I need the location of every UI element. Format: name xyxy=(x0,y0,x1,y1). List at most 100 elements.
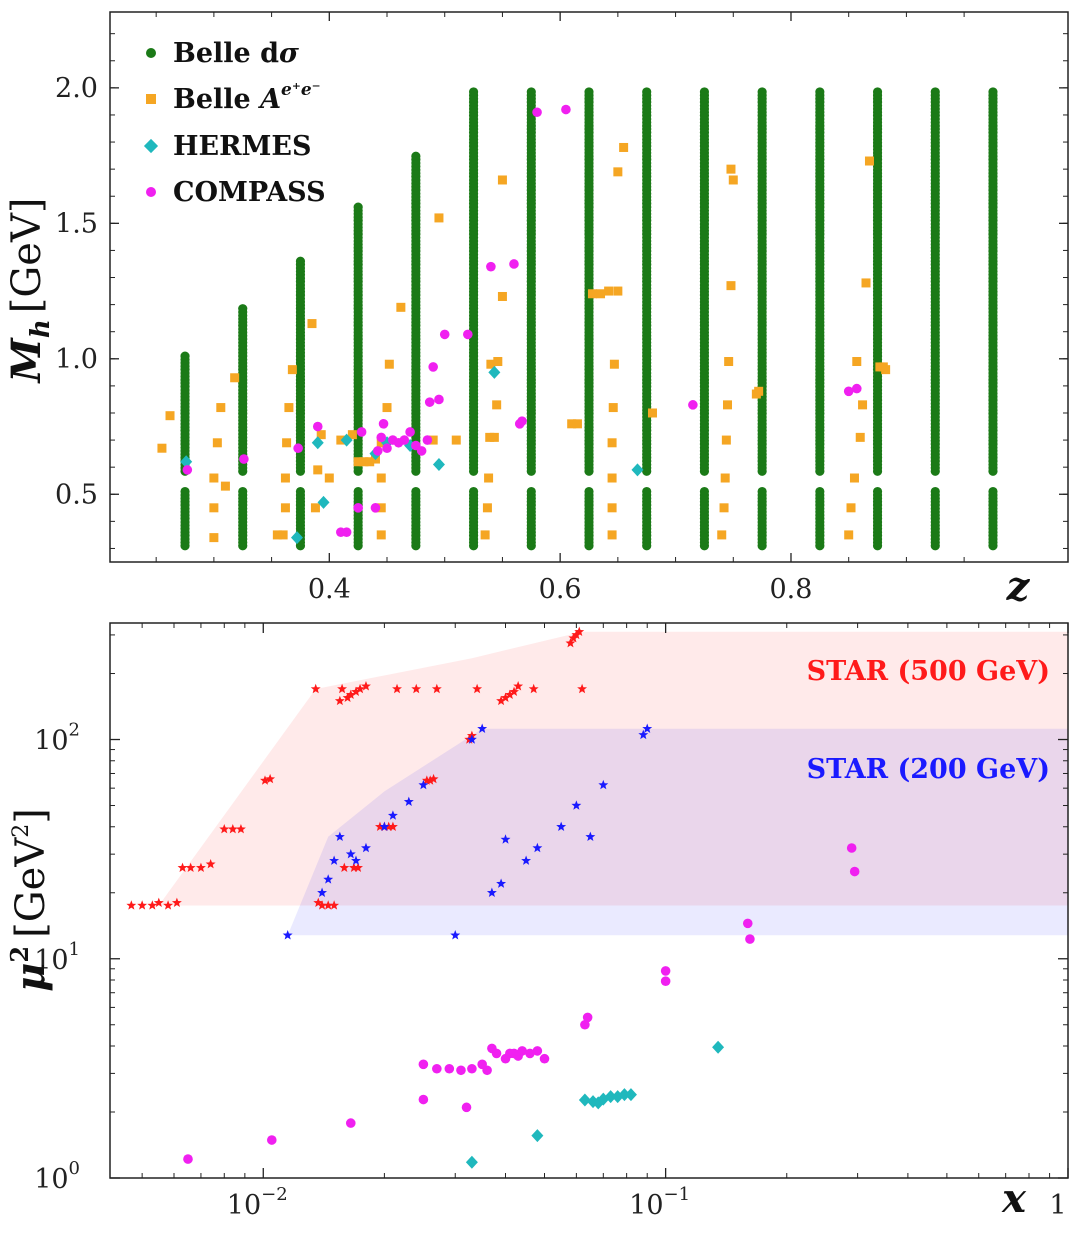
belle-ds-point xyxy=(411,151,421,161)
belle-aee-point xyxy=(376,473,386,483)
star200-point xyxy=(418,779,429,790)
hermes-point xyxy=(488,365,501,379)
hermes-point xyxy=(578,1093,591,1107)
bottom-x-axis-label: x xyxy=(1001,1175,1027,1222)
compass-point xyxy=(418,1059,429,1070)
belle-aee-point xyxy=(596,289,606,299)
belle-aee-point xyxy=(365,457,375,467)
belle-ds-point xyxy=(757,87,767,97)
star200-point xyxy=(496,878,507,888)
belle-aee-point xyxy=(607,530,617,540)
hermes-point xyxy=(465,1155,478,1169)
belle-aee-point xyxy=(287,365,297,375)
legend-label-compass: COMPASS xyxy=(173,177,326,208)
belle-aee-point xyxy=(480,530,490,540)
belle-aee-point xyxy=(353,457,363,467)
x-tick-label: 10−2 xyxy=(227,1184,288,1221)
top-legend: Belle dσ Belle Ae⁺e⁻ HERMES COMPASS xyxy=(143,38,326,208)
star500-point xyxy=(425,775,436,785)
hermes-point xyxy=(531,1129,544,1143)
star500-point xyxy=(577,683,588,694)
y-tick-label: 1.5 xyxy=(55,208,98,239)
belle-ds-column xyxy=(468,87,479,551)
belle-aee-point xyxy=(844,530,854,540)
star200-point xyxy=(323,874,334,884)
top-marks xyxy=(157,87,998,551)
star200-point xyxy=(638,729,649,740)
belle-aee-point xyxy=(726,281,736,291)
star500-point xyxy=(509,686,519,697)
legend-marker-belle-aee xyxy=(146,94,156,104)
star200-point xyxy=(598,779,609,790)
belle-aee-point xyxy=(489,432,499,442)
compass-point xyxy=(456,1065,466,1076)
belle-ds-point xyxy=(238,486,248,497)
compass-point xyxy=(416,446,427,456)
bottom-marks xyxy=(126,626,860,1169)
star200-point xyxy=(379,821,390,831)
legend-marker-belle-ds xyxy=(146,48,156,58)
belle-ds-point xyxy=(757,486,767,497)
star500-point xyxy=(411,683,422,694)
belle-aee-point xyxy=(492,400,502,410)
belle-aee-point xyxy=(723,400,733,410)
star500-point xyxy=(351,686,361,697)
y-tick-label: 100 xyxy=(34,1158,80,1195)
belle-aee-point xyxy=(209,503,219,513)
belle-ds-point xyxy=(468,486,479,497)
bottom-bands xyxy=(131,631,1069,936)
star500-point xyxy=(387,821,398,831)
belle-aee-point xyxy=(724,357,734,367)
belle-ds-point xyxy=(815,87,825,97)
belle-aee-point xyxy=(307,319,317,329)
star200-point xyxy=(329,855,340,865)
compass-point xyxy=(239,454,249,464)
compass-point xyxy=(517,416,527,426)
belle-aee-point xyxy=(484,473,494,483)
belle-aee-point xyxy=(849,473,859,483)
star500-point xyxy=(345,689,356,699)
star500-point xyxy=(265,773,276,784)
compass-point xyxy=(849,866,860,877)
compass-point xyxy=(517,1046,527,1056)
star500-point xyxy=(329,900,340,910)
y-tick-label: 2.0 xyxy=(55,73,98,104)
belle-ds-point xyxy=(930,87,940,97)
belle-aee-point xyxy=(864,156,874,166)
star200-point xyxy=(317,887,328,897)
compass-point xyxy=(580,1019,590,1030)
belle-aee-point xyxy=(852,357,862,367)
belle-aee-point xyxy=(497,291,507,301)
belle-ds-point xyxy=(295,486,306,497)
compass-point xyxy=(561,104,571,115)
compass-point xyxy=(266,1135,277,1145)
hermes-point xyxy=(712,1040,725,1054)
star500-point xyxy=(313,897,324,907)
belle-aee-point xyxy=(720,473,730,483)
star200-point xyxy=(387,810,398,820)
top-y-axis-label: Mh[GeV] xyxy=(3,198,56,385)
belle-ds-column xyxy=(584,87,594,551)
belle-aee-point xyxy=(324,473,334,483)
belle-aee-point xyxy=(376,530,386,540)
x-tick-label: 0.8 xyxy=(770,574,813,605)
belle-ds-point xyxy=(815,486,825,497)
hermes-point xyxy=(340,433,353,447)
compass-point xyxy=(428,362,438,372)
star500-point xyxy=(504,689,515,699)
star200-point xyxy=(361,842,371,853)
star200-point xyxy=(345,848,356,859)
star500-point xyxy=(392,683,402,694)
belle-aee-point xyxy=(497,175,507,185)
star500-point xyxy=(137,900,148,910)
star200-point xyxy=(642,723,653,733)
star500-point xyxy=(153,897,164,907)
belle-ds-point xyxy=(353,202,363,212)
compass-point xyxy=(341,527,352,537)
hermes-point xyxy=(290,531,303,545)
compass-point xyxy=(582,1012,593,1023)
belle-ds-column xyxy=(699,87,710,551)
compass-point xyxy=(345,1118,356,1128)
